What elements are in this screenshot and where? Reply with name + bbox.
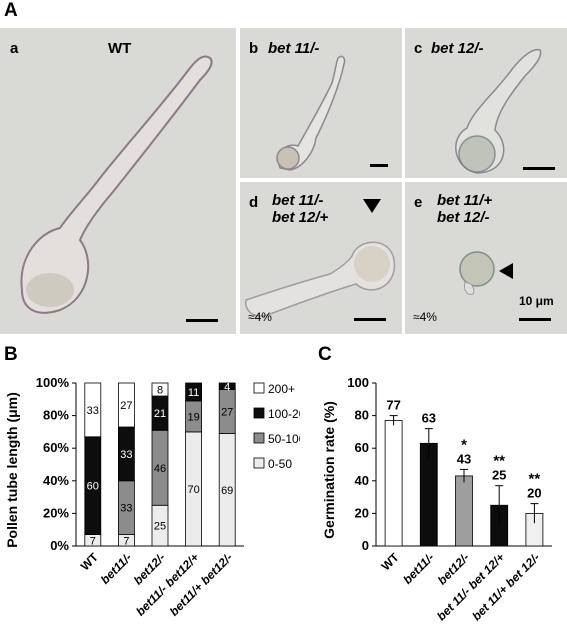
chart-b-legend-swatch bbox=[253, 407, 265, 419]
chart-b-y-tick-label: 20% bbox=[43, 505, 69, 520]
chart-b-y-tick-label: 60% bbox=[43, 440, 69, 455]
chart-b-bar-segment bbox=[118, 382, 135, 428]
pollen-tube-illustration-a bbox=[20, 55, 213, 314]
pollen-tube-illustration-e bbox=[459, 251, 495, 295]
germination-rate-chart: Germination rate (%) 0 20 40 60 80 100 77 WT 63 b… bbox=[321, 375, 552, 623]
chart-b-data-label: 69 bbox=[221, 485, 233, 497]
pollen-tube-illustration-c bbox=[455, 48, 542, 174]
chart-b-legend-label: 100-200 bbox=[268, 407, 300, 421]
pollen-tube-illustration-d bbox=[245, 241, 396, 317]
panel-genotype-e: bet 11/+ bet 12/- bbox=[437, 192, 492, 226]
chart-c-significance-mark: * bbox=[461, 436, 467, 453]
chart-b-data-label: 7 bbox=[123, 535, 129, 547]
chart-c-x-tick-label: bet11/- bbox=[400, 550, 437, 587]
panel-genotype-e-line2: bet 12/- bbox=[437, 209, 490, 226]
arrowhead-marker-d bbox=[363, 199, 381, 213]
chart-b-bar-segment bbox=[84, 382, 102, 438]
pollen-tube-length-chart: Pollen tube length (μm) 0% 20% 40% 60% 80% 10… bbox=[4, 375, 300, 619]
scale-bar-e bbox=[519, 318, 551, 321]
chart-b-data-label: 25 bbox=[154, 521, 166, 533]
scale-bar-b bbox=[370, 164, 388, 167]
arrowhead-marker-e bbox=[499, 263, 513, 279]
chart-b-y-axis-label: Pollen tube length (μm) bbox=[4, 392, 20, 548]
chart-c-y-tick-label: 80 bbox=[355, 408, 369, 423]
chart-b-data-label: 7 bbox=[90, 535, 96, 547]
chart-c-significance-mark: ** bbox=[529, 471, 541, 488]
chart-c-y-tick-label: 0 bbox=[362, 538, 369, 553]
chart-b-bar-segment bbox=[185, 382, 203, 402]
chart-b-data-label: 11 bbox=[188, 387, 199, 399]
chart-c-bar bbox=[384, 420, 403, 547]
chart-b-data-label: 70 bbox=[187, 484, 199, 496]
panel-letter-e: e bbox=[414, 194, 423, 211]
chart-b-legend-swatch bbox=[253, 457, 265, 469]
frequency-note-e: ≈4% bbox=[413, 310, 437, 324]
chart-b-data-label: 19 bbox=[187, 411, 199, 423]
chart-c-significance-mark: ** bbox=[493, 453, 505, 470]
figure-label-a: A bbox=[4, 0, 18, 21]
chart-c-y-tick-label: 60 bbox=[355, 440, 369, 455]
chart-b-legend-label: 200+ bbox=[268, 382, 295, 396]
micrograph-panel-c: c bet 12/- bbox=[405, 28, 567, 178]
chart-b-data-label: 60 bbox=[87, 481, 99, 493]
chart-c-y-tick-label: 100 bbox=[347, 375, 369, 390]
scale-bar-label: 10 μm bbox=[519, 294, 554, 308]
chart-b-x-tick-label: bet11/- bbox=[98, 550, 135, 587]
chart-b-data-label: 21 bbox=[154, 408, 166, 420]
figure-label-b: B bbox=[4, 344, 18, 365]
chart-b-bar-segment bbox=[151, 382, 169, 397]
chart-c-y-tick-label: 40 bbox=[355, 473, 369, 488]
chart-b-legend-swatch bbox=[253, 382, 265, 394]
chart-c-bar bbox=[455, 475, 473, 547]
panel-genotype-d-line1: bet 11/- bbox=[272, 192, 324, 209]
chart-c-y-tick-label: 20 bbox=[355, 505, 369, 520]
panel-genotype-e-line1: bet 11/+ bbox=[437, 192, 493, 209]
micrograph-panel-b: b bet 11/- bbox=[240, 28, 402, 178]
chart-b-data-label: 8 bbox=[157, 385, 163, 397]
micrograph-panel-e: e bet 11/+ bet 12/- ≈4% 10 μm bbox=[405, 182, 567, 334]
chart-c-bar bbox=[419, 442, 438, 547]
chart-b-data-label: 27 bbox=[221, 407, 233, 419]
chart-c-data-label: 63 bbox=[422, 411, 436, 426]
scale-bar-a bbox=[186, 319, 218, 322]
chart-b-data-label: 46 bbox=[154, 463, 166, 475]
chart-c-data-label: 20 bbox=[527, 486, 541, 501]
scale-bar-d bbox=[354, 318, 386, 321]
chart-b-y-tick-label: 0% bbox=[50, 538, 69, 553]
panel-genotype-d-line2: bet 12/+ bbox=[272, 209, 329, 226]
chart-b-legend-label: 50-100 bbox=[268, 432, 300, 446]
chart-b-data-label: 33 bbox=[120, 503, 132, 515]
chart-b-bar-segment bbox=[218, 382, 236, 390]
panel-letter-d: d bbox=[249, 194, 259, 211]
pollen-tube-illustration-b bbox=[276, 55, 346, 171]
panel-genotype-c: bet 12/- bbox=[431, 40, 484, 57]
chart-b-y-tick-label: 40% bbox=[43, 473, 69, 488]
panel-genotype-a: WT bbox=[108, 40, 132, 57]
panel-genotype-b: bet 11/- bbox=[268, 40, 320, 57]
chart-b-y-tick-label: 80% bbox=[43, 408, 69, 423]
chart-c-data-label: 25 bbox=[492, 468, 506, 483]
figure-label-c: C bbox=[318, 344, 332, 365]
chart-b-data-label: 33 bbox=[120, 449, 132, 461]
chart-c-x-tick-label: WT bbox=[379, 550, 403, 574]
chart-c-y-axis-label: Germination rate (%) bbox=[321, 401, 337, 539]
panel-letter-c: c bbox=[414, 40, 423, 57]
chart-b-x-tick-label: WT bbox=[78, 550, 102, 574]
panel-letter-a: a bbox=[10, 40, 19, 57]
chart-c-data-label: 43 bbox=[457, 451, 471, 466]
chart-b-legend-swatch bbox=[253, 432, 265, 444]
scale-bar-c bbox=[523, 167, 555, 170]
chart-c-data-label: 77 bbox=[386, 398, 400, 413]
chart-b-y-tick-label: 100% bbox=[36, 375, 70, 390]
chart-b-data-label: 33 bbox=[87, 405, 99, 417]
micrograph-panel-d: d bet 11/- bet 12/+ ≈4% bbox=[240, 182, 402, 334]
chart-b-data-label: 4 bbox=[224, 381, 230, 393]
micrograph-panel-a: a WT bbox=[0, 28, 236, 334]
panel-letter-b: b bbox=[249, 40, 259, 57]
chart-b-data-label: 27 bbox=[120, 400, 132, 412]
frequency-note-d: ≈4% bbox=[248, 310, 272, 324]
panel-genotype-d: bet 11/- bet 12/+ bbox=[272, 192, 328, 226]
chart-b-legend-label: 0-50 bbox=[268, 457, 292, 471]
